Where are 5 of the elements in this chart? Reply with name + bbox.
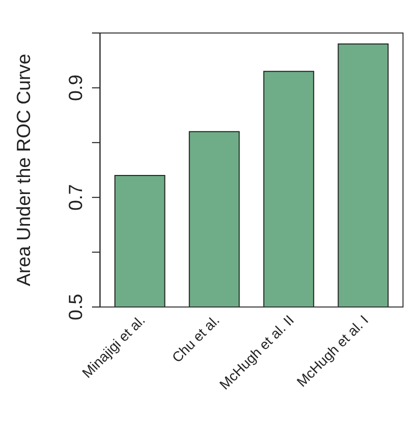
x-tick-label: Chu et al. <box>168 312 222 366</box>
y-tick-label: 0.7 <box>66 184 87 211</box>
y-tick-label: 0.5 <box>66 294 87 320</box>
y-tick-label: 0.9 <box>66 74 87 102</box>
y-axis-title: Area Under the ROC Curve <box>14 54 35 286</box>
